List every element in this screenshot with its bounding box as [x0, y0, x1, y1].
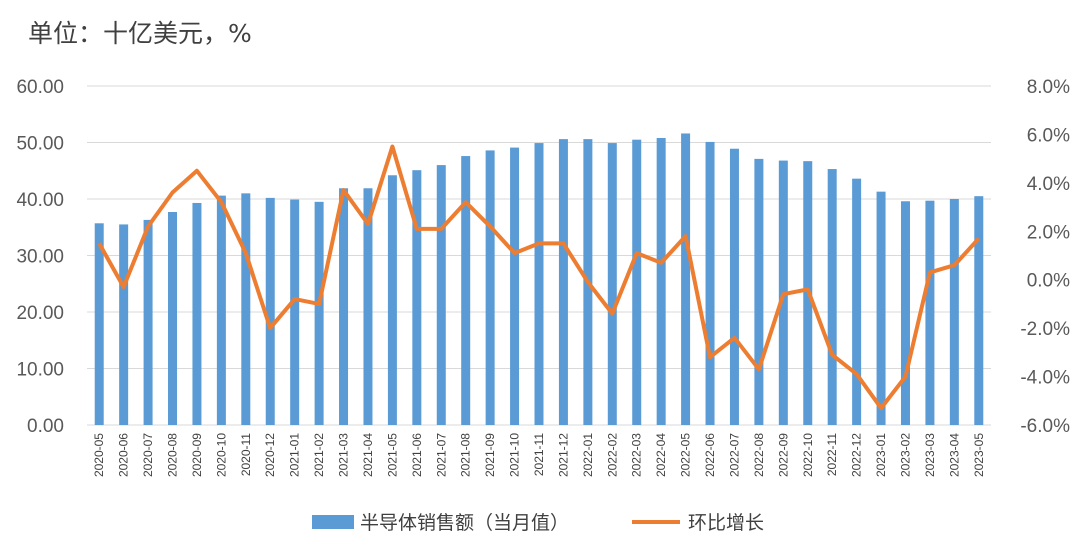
bar — [925, 200, 935, 425]
x-tick-label: 2022-03 — [630, 433, 644, 477]
x-tick-label: 2020-06 — [117, 433, 131, 477]
bar — [852, 178, 862, 425]
bar — [168, 211, 178, 425]
bar — [265, 197, 275, 425]
legend-bar-label: 半导体销售额（当月值） — [360, 512, 570, 534]
x-tick-label: 2021-05 — [385, 433, 399, 477]
legend-bar-swatch — [312, 514, 354, 529]
left-axis-ticks: 0.00 10.00 20.00 30.00 40.00 50.00 60.00 — [16, 77, 64, 437]
bar — [949, 199, 959, 425]
bar — [290, 199, 300, 425]
bar — [216, 195, 226, 425]
x-axis-ticks: 2020-05 2020-06 2020-07 2020-08 2020-09 2020-… — [92, 433, 986, 477]
bar — [314, 201, 324, 425]
bar — [632, 139, 642, 426]
x-tick-label: 2023-03 — [923, 433, 937, 477]
bar — [363, 188, 373, 425]
x-tick-label: 2020-11 — [239, 433, 253, 476]
bar — [900, 201, 910, 425]
bar — [534, 143, 544, 425]
x-tick-label: 2020-10 — [214, 433, 228, 477]
x-tick-label: 2020-08 — [166, 433, 180, 477]
x-tick-label: 2022-11 — [825, 433, 839, 476]
x-tick-label: 2020-12 — [263, 433, 277, 477]
bar — [974, 196, 984, 425]
x-tick-label: 2021-10 — [508, 433, 522, 477]
legend-line-label: 环比增长 — [688, 512, 765, 534]
bar — [94, 223, 104, 425]
legend-line-swatch — [632, 519, 680, 524]
right-tick-label: 6.0% — [1027, 125, 1070, 146]
x-tick-label: 2022-01 — [581, 433, 595, 477]
x-tick-label: 2020-07 — [141, 433, 155, 477]
x-tick-label: 2023-02 — [898, 433, 912, 477]
bar — [192, 202, 202, 425]
x-tick-label: 2021-06 — [410, 433, 424, 477]
x-tick-label: 2021-09 — [483, 433, 497, 477]
x-tick-label: 2022-08 — [752, 433, 766, 477]
right-tick-label: -2.0% — [1020, 319, 1070, 340]
left-tick-label: 30.00 — [16, 247, 64, 268]
x-tick-label: 2022-06 — [703, 433, 717, 477]
right-tick-label: -4.0% — [1020, 368, 1070, 389]
bar-series — [94, 133, 984, 426]
bar — [558, 139, 568, 426]
bar — [339, 188, 349, 425]
bar — [119, 224, 129, 425]
x-tick-label: 2020-05 — [92, 433, 106, 477]
bar — [827, 169, 837, 425]
x-tick-label: 2021-11 — [532, 433, 546, 476]
bar — [485, 150, 495, 425]
bar — [412, 170, 422, 425]
bar — [461, 156, 471, 425]
x-tick-label: 2023-04 — [947, 433, 961, 477]
x-tick-label: 2022-12 — [850, 433, 864, 477]
x-tick-label: 2022-10 — [801, 433, 815, 477]
bar — [436, 165, 446, 425]
line-series — [97, 144, 981, 411]
bar — [387, 175, 397, 425]
bar — [143, 219, 153, 425]
bar — [705, 141, 715, 425]
x-tick-label: 2022-04 — [654, 433, 668, 477]
left-tick-label: 50.00 — [16, 134, 64, 155]
left-tick-label: 20.00 — [16, 303, 64, 324]
x-tick-label: 2023-05 — [972, 433, 986, 477]
right-tick-label: 0.0% — [1027, 271, 1070, 292]
bar — [876, 191, 886, 425]
x-tick-label: 2021-03 — [337, 433, 351, 477]
left-tick-label: 10.00 — [16, 360, 64, 381]
bar — [510, 147, 520, 425]
bar — [681, 133, 691, 425]
legend-line: 环比增长 — [632, 508, 764, 535]
x-tick-label: 2021-12 — [556, 433, 570, 477]
combo-chart: 0.00 10.00 20.00 30.00 40.00 50.00 60.00 -6.0%… — [16, 77, 1070, 477]
left-tick-label: 40.00 — [16, 190, 64, 211]
right-tick-label: 2.0% — [1027, 222, 1070, 243]
x-tick-label: 2022-05 — [679, 433, 693, 477]
x-tick-label: 2021-07 — [434, 433, 448, 477]
bar — [754, 158, 764, 425]
right-tick-label: -6.0% — [1020, 416, 1070, 437]
left-tick-label: 0.00 — [27, 416, 64, 437]
x-tick-label: 2020-09 — [190, 433, 204, 477]
right-tick-label: 4.0% — [1027, 174, 1070, 195]
x-tick-label: 2021-01 — [288, 433, 302, 477]
x-tick-label: 2021-08 — [459, 433, 473, 477]
x-tick-label: 2022-02 — [605, 433, 619, 477]
right-tick-label: 8.0% — [1027, 77, 1070, 98]
bar — [729, 148, 739, 425]
unit-label: 单位：十亿美元，% — [28, 19, 252, 48]
bar — [607, 143, 617, 425]
bar — [656, 137, 666, 426]
right-axis-ticks: -6.0% -4.0% -2.0% 0.0% 2.0% 4.0% 6.0% 8.0% — [1020, 77, 1070, 437]
x-tick-label: 2022-07 — [727, 433, 741, 477]
legend-bar: 半导体销售额（当月值） — [312, 508, 569, 535]
x-tick-label: 2022-09 — [776, 433, 790, 477]
x-tick-label: 2023-01 — [874, 433, 888, 477]
x-tick-label: 2021-02 — [312, 433, 326, 477]
x-tick-label: 2021-04 — [361, 433, 375, 477]
left-tick-label: 60.00 — [16, 77, 64, 98]
bar — [241, 193, 251, 425]
